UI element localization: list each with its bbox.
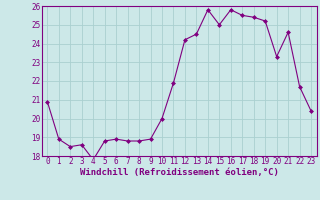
X-axis label: Windchill (Refroidissement éolien,°C): Windchill (Refroidissement éolien,°C) [80,168,279,177]
